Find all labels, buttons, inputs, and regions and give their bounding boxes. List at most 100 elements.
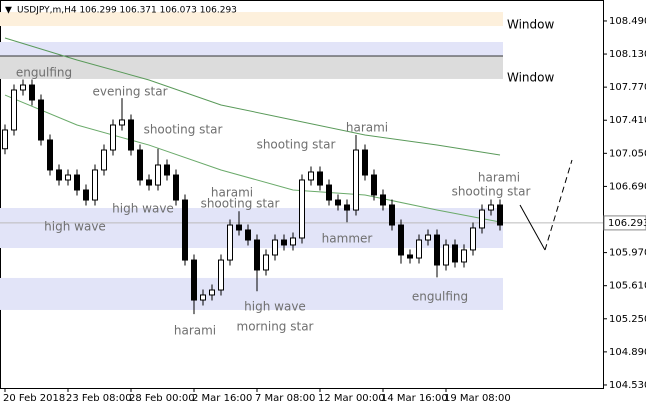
pattern-label: shooting star — [257, 138, 336, 152]
pattern-label: engulfing — [412, 290, 468, 304]
projection-line — [544, 159, 573, 251]
x-tick-label: 19 Mar 08:00 — [444, 393, 511, 404]
candle-body — [299, 179, 305, 239]
candle-body — [434, 234, 440, 266]
zone-label: Window — [507, 18, 555, 32]
candle-body — [317, 171, 323, 186]
pattern-label: engulfing — [16, 66, 72, 80]
pattern-label: high wave — [244, 300, 306, 314]
zone — [0, 42, 503, 56]
candle-body — [173, 174, 179, 201]
x-tick-label: 20 Feb 2018 — [3, 393, 65, 404]
candle-body — [182, 199, 188, 261]
pattern-label: evening star — [92, 85, 167, 99]
pattern-label: shooting star — [201, 197, 280, 211]
pattern-label: harami — [478, 171, 520, 185]
candle-body — [155, 164, 161, 186]
pattern-label: hammer — [322, 232, 373, 246]
candle-body — [272, 239, 278, 256]
candle-body — [65, 174, 71, 181]
candle-body — [200, 294, 206, 301]
last-price-box — [603, 215, 646, 231]
projection-line — [519, 204, 546, 251]
candle-body — [470, 227, 476, 251]
y-tick-label: 104.890 — [609, 347, 646, 358]
pattern-label: harami — [174, 324, 216, 338]
candle-body — [281, 239, 287, 246]
candle-body — [137, 149, 143, 181]
candle-body — [191, 259, 197, 301]
candle-body — [128, 119, 134, 151]
candle-body — [254, 239, 260, 271]
candle-body — [398, 224, 404, 256]
chart-header: USDJPY,m,H4 106.299 106.371 106.073 106.… — [17, 6, 237, 16]
pattern-label: high wave — [44, 220, 106, 234]
candle-body — [92, 169, 98, 201]
pattern-label: shooting star — [452, 185, 531, 199]
zone-label: Window — [507, 70, 555, 84]
zone — [0, 12, 503, 27]
candle-body — [452, 244, 458, 263]
candle-body — [389, 204, 395, 226]
candle-body — [326, 184, 332, 201]
candle-body — [101, 149, 107, 171]
pattern-label: harami — [346, 121, 388, 135]
candle-body — [407, 254, 413, 259]
y-tick-label: 105.250 — [609, 314, 646, 325]
moving-average — [4, 37, 501, 156]
candle-body — [119, 119, 125, 126]
candle-body — [371, 174, 377, 196]
candle-body — [236, 224, 242, 231]
candle-body — [425, 234, 431, 241]
candle-body — [47, 139, 53, 171]
candle-body — [20, 84, 26, 91]
candle-body — [38, 99, 44, 141]
candle-body — [488, 204, 494, 211]
pattern-label: high wave — [112, 202, 174, 216]
plot-border — [0, 0, 604, 389]
moving-average — [4, 94, 501, 223]
candle-body — [497, 204, 503, 226]
x-tick-label: 12 Mar 00:00 — [318, 393, 385, 404]
last-price-label: 106.293 — [608, 218, 646, 229]
candle-body — [29, 84, 35, 101]
candle-body — [479, 209, 485, 229]
x-tick-label: 14 Mar 16:00 — [381, 393, 448, 404]
candle-body — [461, 249, 467, 263]
x-tick-label: 28 Feb 00:00 — [129, 393, 195, 404]
y-tick-label: 107.770 — [609, 82, 646, 93]
candle-body — [227, 224, 233, 261]
candle-body — [209, 289, 215, 296]
candle-body — [308, 171, 314, 181]
y-tick-label: 105.970 — [609, 248, 646, 259]
candle-body — [83, 189, 89, 201]
pattern-label: harami — [211, 186, 253, 200]
candle-body — [2, 129, 8, 150]
candle-body — [245, 229, 251, 241]
header-arrow: ▼ — [5, 6, 12, 16]
candle-body — [218, 259, 224, 291]
candle-body — [146, 179, 152, 186]
candle-body — [11, 89, 17, 131]
candle-body — [56, 169, 62, 181]
pattern-label: shooting star — [144, 123, 223, 137]
zone — [0, 277, 503, 310]
candle-body — [443, 244, 449, 266]
candle-body — [110, 124, 116, 151]
y-tick-label: 107.050 — [609, 148, 646, 159]
candle-body — [74, 174, 80, 191]
pattern-label: morning star — [237, 320, 314, 334]
y-tick-label: 106.690 — [609, 181, 646, 192]
y-tick-label: 108.490 — [609, 16, 646, 27]
candle-body — [380, 194, 386, 206]
candle-body — [344, 204, 350, 211]
x-tick-label: 2 Mar 16:00 — [192, 393, 252, 404]
y-tick-label: 104.530 — [609, 380, 646, 391]
y-tick-label: 105.610 — [609, 281, 646, 292]
candle-body — [353, 149, 359, 211]
candle-body — [416, 239, 422, 259]
candle-body — [290, 237, 296, 246]
candle-body — [362, 149, 368, 176]
candle-body — [164, 164, 170, 176]
